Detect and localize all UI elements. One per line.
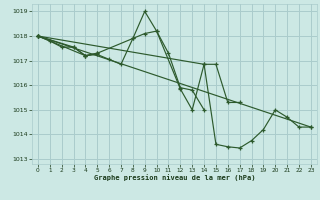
X-axis label: Graphe pression niveau de la mer (hPa): Graphe pression niveau de la mer (hPa): [94, 175, 255, 181]
